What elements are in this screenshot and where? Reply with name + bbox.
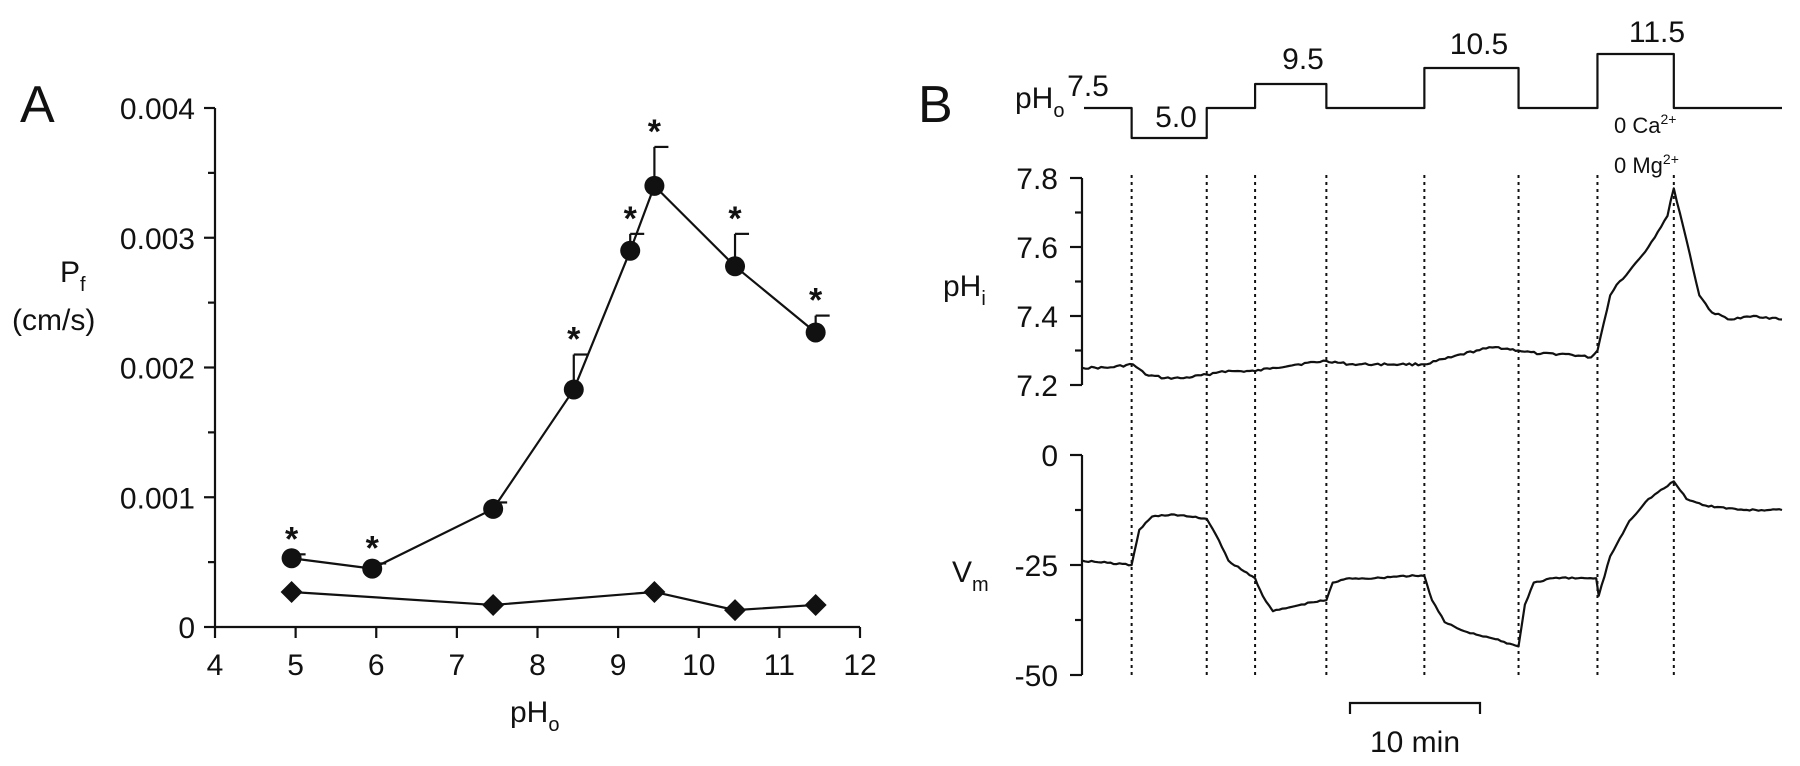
phi-y-ticks: 7.8 7.6 7.4 7.2 <box>1016 163 1082 403</box>
x-tick-label: 8 <box>529 649 546 682</box>
phi-tick-label: 7.2 <box>1016 370 1058 403</box>
circle-data-point <box>644 175 665 196</box>
panel-a-plot-area: * * * * * * * <box>280 113 830 622</box>
significance-asterisk: * <box>567 321 581 359</box>
phi-label-subscript: i <box>981 288 985 310</box>
solution-change-markers <box>1130 175 1675 675</box>
x-axis-symbol-subscript: o <box>548 714 559 736</box>
phi-label-symbol: pH <box>943 270 981 303</box>
x-axis-symbol: pH <box>510 696 548 729</box>
panel-a-letter: A <box>20 76 55 134</box>
time-scale-bar <box>1348 701 1482 714</box>
pho-level-label: 7.5 <box>1067 70 1109 103</box>
x-tick-label: 5 <box>287 649 304 682</box>
y-axis-symbol-subscript: f <box>80 274 86 296</box>
x-tick-label: 12 <box>843 649 876 682</box>
x-tick-label: 10 <box>682 649 715 682</box>
circle-data-point <box>281 548 302 569</box>
svg-text:Pf: Pf <box>60 256 86 296</box>
significance-asterisk: * <box>809 282 823 320</box>
diamond-data-point <box>280 580 303 603</box>
x-tick-label: 6 <box>368 649 385 682</box>
phi-tick-label: 7.4 <box>1016 301 1058 334</box>
panel-a-y-axis-title: Pf (cm/s) <box>12 256 95 337</box>
vm-tick-label: 0 <box>1041 440 1058 473</box>
phi-tick-label: 7.6 <box>1016 232 1058 265</box>
zero-calcium-note: 0 Ca2+ <box>1614 111 1676 138</box>
y-axis-symbol: P <box>60 256 80 289</box>
vm-tick-label: -25 <box>1015 550 1058 583</box>
y-tick-label: 0.003 <box>120 223 195 256</box>
pho-level-label: 5.0 <box>1155 101 1197 134</box>
significance-asterisk: * <box>624 200 638 238</box>
x-tick-label: 7 <box>449 649 466 682</box>
panel-b: B pHo 7.5 5.0 9.5 10.5 11.5 0 Ca2+ 0 Mg2… <box>918 16 1783 759</box>
pho-level-label: 9.5 <box>1282 43 1324 76</box>
y-tick-label: 0.001 <box>120 482 195 515</box>
panel-a-y-ticks: 0 0.001 0.002 0.003 0.004 <box>120 93 215 645</box>
significance-asterisk: * <box>366 529 380 567</box>
panel-b-letter: B <box>918 76 953 134</box>
diamond-data-point <box>482 593 505 616</box>
pho-label-symbol: pH <box>1015 82 1053 115</box>
pho-label: pHo <box>1015 82 1064 122</box>
pho-level-label: 10.5 <box>1450 28 1508 61</box>
zero-calcium-superscript: 2+ <box>1660 111 1676 127</box>
diamond-data-point <box>724 599 747 622</box>
pho-label-subscript: o <box>1053 100 1064 122</box>
phi-trace <box>1081 187 1783 380</box>
pho-level-label: 11.5 <box>1629 16 1685 49</box>
diamond-data-point <box>804 593 827 616</box>
x-tick-label: 4 <box>207 649 224 682</box>
vm-label-symbol: V <box>952 556 972 589</box>
phi-label: pHi <box>943 270 986 310</box>
circle-series-line <box>291 184 817 570</box>
pho-step-trace <box>1084 52 1782 140</box>
circle-data-point <box>563 379 584 400</box>
y-axis-unit: (cm/s) <box>12 304 95 337</box>
y-tick-label: 0 <box>178 612 195 645</box>
panel-a-x-ticks: 4 5 6 7 8 9 10 11 12 <box>207 627 877 682</box>
phi-tick-label: 7.8 <box>1016 163 1058 196</box>
circle-data-point <box>483 498 504 519</box>
x-tick-label: 11 <box>764 649 795 682</box>
zero-magnesium-superscript: 2+ <box>1663 151 1679 167</box>
vm-trace <box>1081 480 1783 648</box>
vm-tick-label: -50 <box>1015 660 1058 693</box>
significance-asterisk: * <box>285 520 299 558</box>
vm-label: Vm <box>952 556 989 596</box>
significance-asterisk: * <box>648 113 662 151</box>
zero-magnesium-text: 0 Mg <box>1614 153 1663 178</box>
vm-label-subscript: m <box>972 574 989 596</box>
zero-calcium-text: 0 Ca <box>1614 113 1661 138</box>
diamond-data-point <box>643 580 666 603</box>
significance-asterisk: * <box>728 200 742 238</box>
circle-data-point <box>362 558 383 579</box>
x-tick-label: 9 <box>610 649 627 682</box>
panel-a: A 0 0.001 0.002 0.003 0.004 4 5 6 7 8 9 10 11 12 Pf … <box>12 76 877 736</box>
circle-data-point <box>620 240 641 261</box>
panel-a-x-axis-title: pHo <box>510 696 559 736</box>
time-scale-bar-label: 10 min <box>1370 726 1460 759</box>
zero-magnesium-note: 0 Mg2+ <box>1614 151 1679 178</box>
circle-data-point <box>805 322 826 343</box>
circle-data-point <box>725 256 746 277</box>
y-tick-label: 0.002 <box>120 353 195 386</box>
y-tick-label: 0.004 <box>120 93 195 126</box>
vm-y-ticks: 0 -25 -50 <box>1015 440 1082 693</box>
